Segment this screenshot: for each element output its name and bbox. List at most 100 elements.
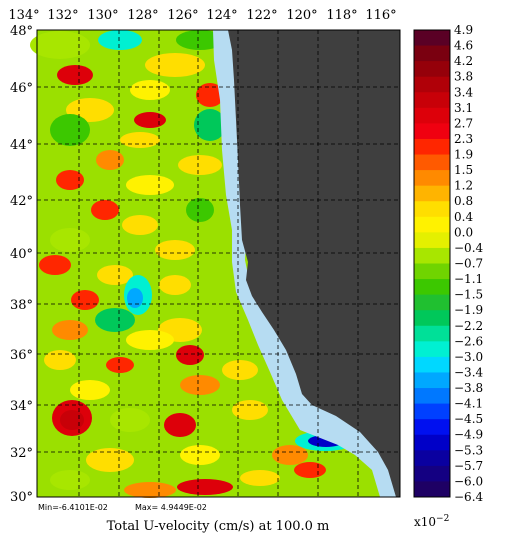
colorbar-swatch <box>414 92 450 109</box>
velocity-patch <box>178 155 222 175</box>
colorbar-tick-label: −4.1 <box>454 397 483 411</box>
velocity-patch <box>120 132 160 148</box>
colorbar-swatch <box>414 201 450 218</box>
velocity-patch <box>98 30 142 50</box>
velocity-patch <box>50 228 90 252</box>
colorbar-swatch <box>414 450 450 467</box>
colorbar-tick-label: 0.0 <box>454 225 473 239</box>
colorbar-swatch <box>414 341 450 358</box>
colorbar-swatch <box>414 419 450 436</box>
colorbar-swatch <box>414 356 450 373</box>
velocity-patch <box>122 215 158 235</box>
colorbar-tick-label: −6.4 <box>454 490 484 504</box>
longitude-label: 128° <box>127 8 158 23</box>
velocity-patch <box>57 65 93 85</box>
map-title: Total U-velocity (cm/s) at 100.0 m <box>107 519 330 534</box>
velocity-patch <box>96 150 124 170</box>
colorbar-swatch <box>414 138 450 156</box>
velocity-patch <box>164 413 196 437</box>
colorbar-tick-label: −3.8 <box>454 381 483 395</box>
colorbar-swatch <box>414 279 450 296</box>
colorbar-swatch <box>414 310 450 327</box>
velocity-patch <box>176 30 224 50</box>
map-border <box>36 29 401 498</box>
colorbar-swatch <box>414 216 450 233</box>
colorbar-tick-label: −4.9 <box>454 428 483 442</box>
colorbar-tick-label: −5.3 <box>454 443 483 457</box>
colorbar-swatch <box>414 465 450 482</box>
colorbar-swatch <box>414 481 450 498</box>
colorbar-swatch <box>414 107 450 124</box>
colorbar-tick-label: 3.8 <box>454 70 473 84</box>
continental-shelf <box>213 30 400 497</box>
velocity-patch <box>240 470 280 486</box>
latitude-label: 38° <box>10 298 33 313</box>
velocity-patch <box>127 288 143 308</box>
velocity-field <box>30 30 355 498</box>
shelf-band <box>213 30 400 497</box>
colorbar-tick-label: 0.8 <box>454 194 473 208</box>
colorbar-tick-label: 4.2 <box>454 54 473 68</box>
velocity-patch <box>196 83 224 107</box>
velocity-patch <box>159 275 191 295</box>
colorbar-swatch <box>414 247 450 264</box>
velocity-patch <box>180 375 220 395</box>
velocity-patch <box>145 53 205 77</box>
velocity-patch <box>180 445 220 465</box>
velocity-patch <box>155 240 195 260</box>
latitude-label: 44° <box>10 138 33 153</box>
velocity-patch <box>44 350 76 370</box>
longitude-label: 124° <box>206 8 237 23</box>
colorbar-swatch <box>414 154 450 171</box>
colorbar-labels: 4.9 4.64.2 3.83.4 3.12.7 2.3 1.91.5 1.20.8 0.40… <box>454 23 484 504</box>
colorbar-swatch <box>414 185 450 202</box>
colorbar-border <box>413 29 451 498</box>
colorbar-swatch <box>414 325 450 342</box>
colorbar-tick-label: −5.7 <box>454 459 483 473</box>
velocity-patch <box>232 400 268 420</box>
min-value-label: Min=-6.4101E-02 <box>38 503 108 512</box>
colorbar-tick-label: 0.4 <box>454 210 473 224</box>
colorbar-tick-label: −3.4 <box>454 365 484 379</box>
colorbar-tick-label: −4.5 <box>454 412 483 426</box>
velocity-patch <box>39 255 71 275</box>
velocity-patch <box>194 109 226 141</box>
longitude-labels: 134° 132° 130° 128° 126° 124° 122° 120° 118° 116° <box>8 8 396 23</box>
colorbar-swatch <box>414 170 450 187</box>
colorbar-swatch <box>414 294 450 311</box>
colorbar-swatch <box>414 30 450 47</box>
colorbar-swatch <box>414 232 450 249</box>
velocity-patch <box>91 200 119 220</box>
longitude-label: 116° <box>365 8 396 23</box>
latitude-label: 48° <box>10 24 33 39</box>
velocity-patch <box>56 170 84 190</box>
velocity-patch <box>176 345 204 365</box>
colorbar-swatch <box>414 123 450 140</box>
colorbar-tick-label: 3.4 <box>454 85 473 99</box>
velocity-patch <box>50 114 90 146</box>
longitude-label: 122° <box>246 8 277 23</box>
velocity-patch <box>186 198 214 222</box>
velocity-patch <box>60 410 84 430</box>
latitude-label: 40° <box>10 247 33 262</box>
colorbar-tick-label: −6.0 <box>454 474 483 488</box>
velocity-patch <box>70 380 110 400</box>
colorbar-swatch <box>414 403 450 420</box>
velocity-patch <box>130 80 170 100</box>
velocity-patch <box>110 408 150 432</box>
colorbar-tick-label: 1.2 <box>454 179 473 193</box>
land-mass <box>228 30 400 497</box>
velocity-patch <box>222 360 258 380</box>
velocity-patch <box>30 31 90 59</box>
velocity-patch <box>126 330 174 350</box>
velocity-patch <box>106 357 134 373</box>
velocity-patch <box>86 448 134 472</box>
longitude-label: 130° <box>87 8 118 23</box>
colorbar-tick-label: −1.5 <box>454 288 483 302</box>
colorbar-tick-label: 2.3 <box>454 132 473 146</box>
colorbar-tick-label: −0.4 <box>454 241 484 255</box>
colorbar-swatch <box>414 61 450 78</box>
colorbar-tick-label: 1.5 <box>454 163 473 177</box>
colorbar-swatch <box>414 76 450 93</box>
